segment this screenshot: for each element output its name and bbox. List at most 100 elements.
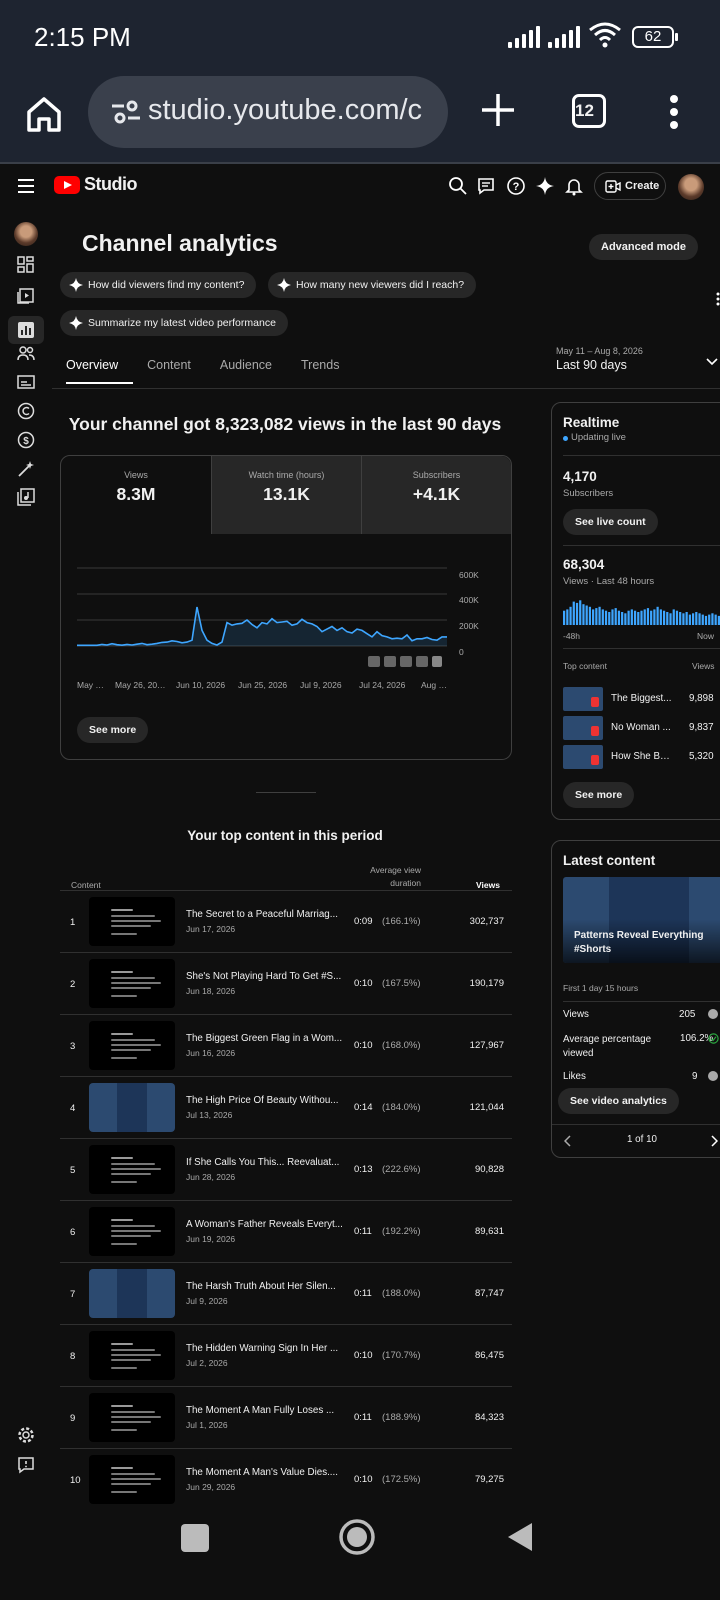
x-tick-label: Aug … <box>421 680 447 690</box>
tab-trends[interactable]: Trends <box>301 358 340 372</box>
video-thumbnail <box>89 1455 175 1504</box>
table-row[interactable]: 8 The Hidden Warning Sign In Her ... Jul 2… <box>60 1324 512 1386</box>
back-button[interactable] <box>506 1521 534 1553</box>
avg-percent: (172.5%) <box>382 1474 421 1485</box>
date-range-value: Last 90 days <box>556 358 627 372</box>
content-icon[interactable] <box>17 286 35 304</box>
views-chart[interactable] <box>77 566 447 656</box>
browser-menu-icon[interactable] <box>668 94 680 130</box>
avg-percent: (192.2%) <box>382 1226 421 1237</box>
x-tick-label: May … <box>77 680 104 690</box>
video-title: If She Calls You This... Reevaluat... <box>186 1157 340 1168</box>
ask-chip-2[interactable]: How many new viewers did I reach? <box>268 272 477 298</box>
more-options-icon[interactable] <box>716 292 720 306</box>
svg-text:$: $ <box>23 436 29 447</box>
address-bar[interactable]: studio.youtube.com/c <box>88 76 448 148</box>
feedback-icon[interactable] <box>476 176 496 196</box>
earn-icon[interactable]: $ <box>17 431 35 449</box>
tab-switcher-button[interactable]: 12 <box>572 94 606 128</box>
see-video-analytics-button[interactable]: See video analytics <box>558 1088 679 1114</box>
metric-watch-time[interactable]: Watch time (hours) 13.1K <box>211 456 361 534</box>
table-row[interactable]: 10 The Moment A Man's Value Dies.... Jun 2… <box>60 1448 512 1510</box>
video-marker-icon[interactable] <box>416 656 428 667</box>
video-marker-icon[interactable] <box>368 656 380 667</box>
realtime-bar <box>650 610 653 625</box>
latest-thumbnail[interactable]: Patterns Reveal Everything #Shorts <box>563 877 720 963</box>
realtime-bar <box>717 615 720 625</box>
pager-label: 1 of 10 <box>627 1134 657 1145</box>
table-row[interactable]: 9 The Moment A Man Fully Loses ... Jul 1, … <box>60 1386 512 1448</box>
metric-value: 13.1K <box>263 484 310 504</box>
community-icon[interactable] <box>17 344 35 362</box>
metric-value: +4.1K <box>412 484 461 504</box>
analytics-icon[interactable] <box>17 321 35 339</box>
ask-chip-3[interactable]: Summarize my latest video performance <box>60 310 288 336</box>
advanced-mode-button[interactable]: Advanced mode <box>589 234 698 260</box>
realtime-top-item[interactable]: How She Be... 5,320 <box>563 745 720 769</box>
realtime-bar <box>640 610 643 625</box>
account-avatar[interactable] <box>678 174 704 200</box>
search-icon[interactable] <box>448 176 468 196</box>
home-button[interactable] <box>338 1518 376 1556</box>
realtime-top-item[interactable]: The Biggest... 9,898 <box>563 687 720 711</box>
dashboard-icon[interactable] <box>17 256 35 274</box>
settings-icon[interactable] <box>17 1426 35 1444</box>
video-thumbnail <box>89 1021 175 1070</box>
metric-subscribers[interactable]: Subscribers +4.1K <box>361 456 511 534</box>
home-icon[interactable] <box>24 94 64 134</box>
table-row[interactable]: 3 The Biggest Green Flag in a Wom... Jun 1… <box>60 1014 512 1076</box>
table-row[interactable]: 7 The Harsh Truth About Her Silen... Jul 9… <box>60 1262 512 1324</box>
video-date: Jul 9, 2026 <box>186 1296 228 1306</box>
video-marker-icon[interactable] <box>384 656 396 667</box>
metric-views[interactable]: Views 8.3M <box>61 456 211 534</box>
site-settings-icon[interactable] <box>110 98 142 126</box>
channel-avatar[interactable] <box>14 222 38 246</box>
customization-icon[interactable] <box>17 460 35 478</box>
table-row[interactable]: 1 The Secret to a Peaceful Marriag... Jun … <box>60 890 512 952</box>
video-thumbnail <box>563 716 603 740</box>
realtime-top-item[interactable]: No Woman ... 9,837 <box>563 716 720 740</box>
tab-audience[interactable]: Audience <box>219 358 272 372</box>
sparkle-icon[interactable] <box>535 176 555 196</box>
arrow-down-icon <box>708 1071 718 1081</box>
subtitles-icon[interactable] <box>17 373 35 391</box>
bar-axis-start: -48h <box>563 631 581 641</box>
chevron-left-icon[interactable] <box>564 1135 572 1147</box>
copyright-icon[interactable] <box>17 402 35 420</box>
realtime-bar <box>666 612 669 625</box>
see-live-count-button[interactable]: See live count <box>563 509 658 535</box>
overview-headline: Your channel got 8,323,082 views in the … <box>68 414 502 434</box>
recents-button[interactable] <box>181 1524 209 1552</box>
ask-chip-1[interactable]: How did viewers find my content? <box>60 272 257 298</box>
table-row[interactable]: 5 If She Calls You This... Reevaluat... Ju… <box>60 1138 512 1200</box>
menu-icon[interactable] <box>18 178 38 194</box>
help-icon[interactable]: ? <box>506 176 526 196</box>
left-rail: $ <box>0 210 52 1510</box>
latest-title: Latest content <box>563 853 656 868</box>
tab-overview[interactable]: Overview <box>66 358 134 384</box>
bell-icon[interactable] <box>564 176 584 196</box>
realtime-bar-chart[interactable] <box>563 597 720 625</box>
table-row[interactable]: 4 The High Price Of Beauty Withou... Jul 1… <box>60 1076 512 1138</box>
video-date: Jun 19, 2026 <box>186 1234 236 1244</box>
new-tab-icon[interactable] <box>478 90 518 130</box>
create-button[interactable]: Create <box>594 172 666 200</box>
rank: 8 <box>70 1351 76 1362</box>
send-feedback-icon[interactable] <box>17 1456 35 1474</box>
realtime-card: Realtime Updating live 4,170 Subscribers… <box>551 402 720 820</box>
studio-logo[interactable]: Studio <box>54 174 138 195</box>
divider <box>563 648 720 649</box>
video-marker-icon[interactable] <box>432 656 442 667</box>
see-more-button[interactable]: See more <box>77 717 149 743</box>
y-tick-label: 200K <box>459 621 479 631</box>
table-row[interactable]: 6 A Woman's Father Reveals Everyt... Jun 1… <box>60 1200 512 1262</box>
video-marker-icon[interactable] <box>400 656 412 667</box>
series-line <box>77 606 447 647</box>
realtime-see-more-button[interactable]: See more <box>563 782 635 808</box>
audio-library-icon[interactable] <box>17 488 35 506</box>
chevron-right-icon[interactable] <box>710 1135 718 1147</box>
date-range-picker[interactable]: May 11 – Aug 8, 2026 Last 90 days <box>556 346 718 372</box>
views-count: 89,631 <box>474 1226 504 1237</box>
tab-content[interactable]: Content <box>147 358 191 372</box>
table-row[interactable]: 2 She's Not Playing Hard To Get #S... Jun … <box>60 952 512 1014</box>
